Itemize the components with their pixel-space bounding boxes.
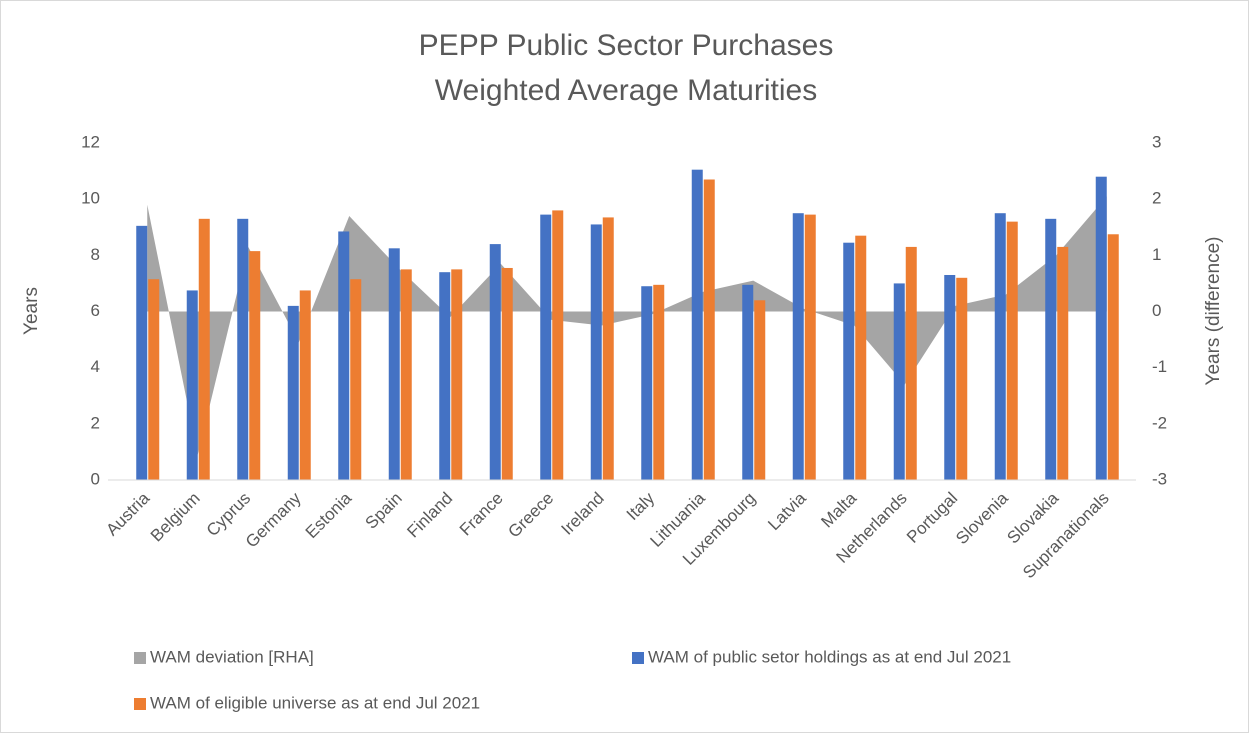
y2-tick-label: -1 [1152, 357, 1167, 376]
y-tick-label: 4 [91, 357, 100, 376]
bar [249, 251, 261, 480]
bar [501, 267, 513, 480]
bar [136, 225, 148, 480]
bar [703, 179, 715, 480]
bar [641, 286, 653, 480]
bar [905, 246, 917, 480]
bar [388, 248, 400, 480]
bar [742, 284, 754, 480]
chart-title: PEPP Public Sector Purchases [419, 29, 834, 62]
chart-title: Weighted Average Maturities [435, 74, 817, 107]
bar [1006, 221, 1018, 480]
bar [754, 300, 766, 480]
bar [1107, 234, 1119, 480]
y2-tick-label: 1 [1152, 245, 1161, 264]
legend-swatch [134, 652, 146, 664]
y2-tick-label: -2 [1152, 413, 1167, 432]
bar [893, 283, 905, 480]
bar [602, 217, 614, 480]
bar [338, 231, 350, 480]
y2-tick-label: 2 [1152, 189, 1161, 208]
area [147, 196, 1107, 455]
y-tick-label: 6 [91, 301, 100, 320]
bar [691, 169, 703, 480]
bar [843, 242, 855, 480]
bar [855, 235, 867, 480]
bar [994, 213, 1006, 481]
bar [287, 305, 299, 480]
bar [552, 210, 564, 480]
bar [451, 269, 463, 480]
bar [804, 214, 816, 481]
y-tick-label: 10 [81, 189, 100, 208]
bar [237, 218, 249, 480]
y-axis-title: Years [21, 287, 42, 335]
y2-tick-label: 0 [1152, 301, 1161, 320]
bar [400, 269, 412, 480]
legend-swatch [632, 652, 644, 664]
y2-tick-label: -3 [1152, 469, 1167, 488]
bar [198, 218, 210, 480]
bar [148, 279, 160, 480]
bar [944, 274, 956, 480]
bar [653, 284, 665, 480]
bar [540, 214, 552, 481]
legend-label: WAM of eligible universe as at end Jul 2… [150, 693, 480, 712]
y-tick-label: 2 [91, 413, 100, 432]
legend-swatch [134, 698, 146, 710]
legend-label: WAM of public setor holdings as at end J… [648, 647, 1011, 666]
y-tick-label: 0 [91, 469, 100, 488]
bar [489, 244, 501, 480]
bar [590, 224, 602, 480]
bar [186, 290, 198, 480]
y2-tick-label: 3 [1152, 132, 1161, 151]
bar [350, 279, 362, 480]
y-tick-label: 12 [81, 132, 100, 151]
bar [1095, 176, 1107, 480]
bar [1045, 218, 1057, 480]
y-tick-label: 8 [91, 245, 100, 264]
bar [1057, 246, 1069, 480]
y2-axis-title: Years (difference) [1203, 237, 1224, 386]
legend-label: WAM deviation [RHA] [150, 647, 314, 666]
bar [299, 290, 311, 480]
bar [792, 213, 804, 481]
bar [439, 272, 451, 480]
bar [956, 277, 968, 480]
